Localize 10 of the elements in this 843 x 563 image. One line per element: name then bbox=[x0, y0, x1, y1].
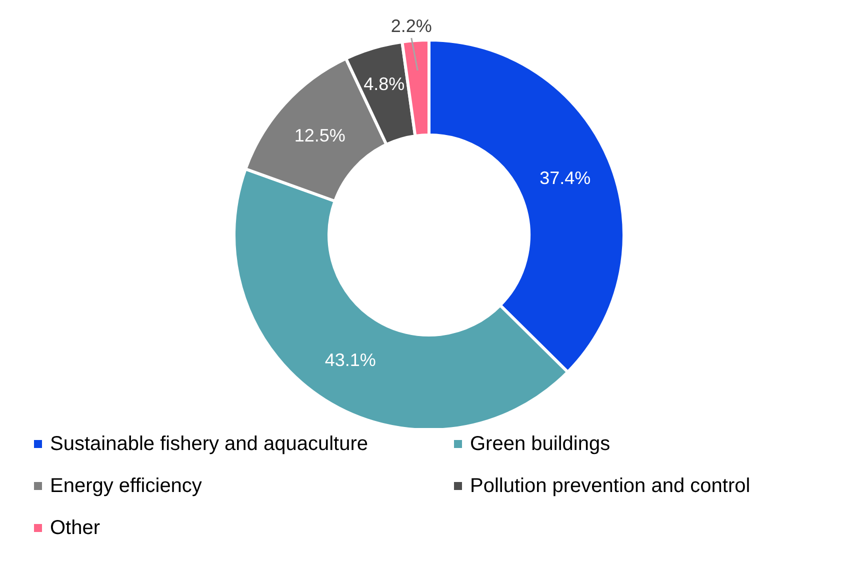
legend-label: Pollution prevention and control bbox=[470, 474, 750, 498]
data-label: 43.1% bbox=[324, 350, 376, 370]
legend-label: Green buildings bbox=[470, 432, 610, 456]
legend-label: Sustainable fishery and aquaculture bbox=[50, 432, 368, 456]
legend-label: Energy efficiency bbox=[50, 474, 202, 498]
data-label: 12.5% bbox=[294, 126, 346, 146]
data-label: 37.4% bbox=[540, 168, 591, 188]
data-label: 2.2% bbox=[390, 16, 432, 36]
data-label: 4.8% bbox=[364, 74, 405, 94]
legend-label: Other bbox=[50, 516, 100, 540]
